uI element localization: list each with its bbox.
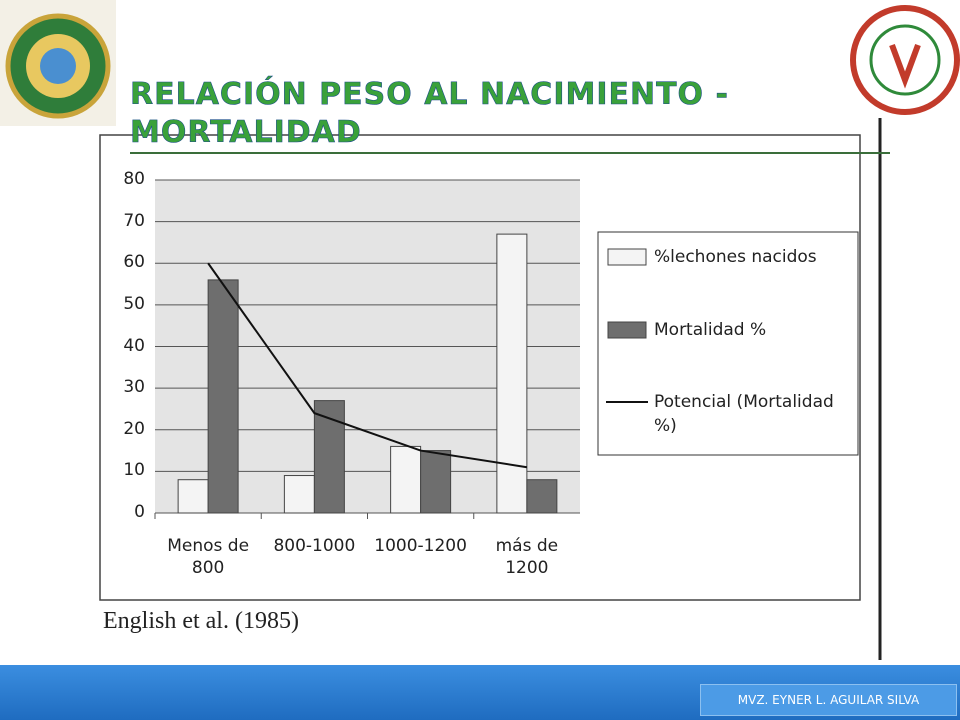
bar <box>177 479 209 514</box>
legend-swatch <box>607 248 647 266</box>
slide-title: Relación peso al nacimiento - mortalidad <box>130 76 890 154</box>
legend-label: Mortalidad % <box>654 320 767 340</box>
bar <box>420 450 452 514</box>
footer-label: MVZ. EYNER L. AGUILAR SILVA <box>700 684 957 716</box>
y-tick-label: 40 <box>123 335 145 356</box>
bar <box>526 479 558 514</box>
y-tick-label: 20 <box>123 418 145 439</box>
trend-line <box>207 262 528 469</box>
x-tick-label: Menos de 800 <box>167 536 250 578</box>
y-tick-label: 50 <box>123 293 145 314</box>
x-tick-label: más de 1200 <box>495 536 559 578</box>
bar <box>390 445 422 514</box>
y-tick-label: 10 <box>123 460 145 481</box>
bar <box>207 279 239 514</box>
x-tick-label: 800-1000 <box>273 536 356 556</box>
legend-label: Potencial (Mortalidad %) <box>654 392 834 436</box>
y-tick-label: 80 <box>123 169 145 189</box>
y-tick-label: 60 <box>123 252 145 273</box>
left-logo <box>0 0 116 126</box>
bar <box>283 475 315 514</box>
citation: English et al. (1985) <box>103 608 299 634</box>
x-tick-label: 1000-1200 <box>374 536 467 556</box>
legend-label: %lechones nacidos <box>654 247 817 267</box>
y-tick-label: 30 <box>123 377 145 398</box>
legend-swatch <box>607 321 647 339</box>
y-tick-label: 0 <box>134 502 145 522</box>
bar <box>496 233 528 514</box>
right-logo <box>850 5 960 115</box>
legend-box <box>597 231 859 456</box>
y-tick-label: 70 <box>123 210 145 231</box>
